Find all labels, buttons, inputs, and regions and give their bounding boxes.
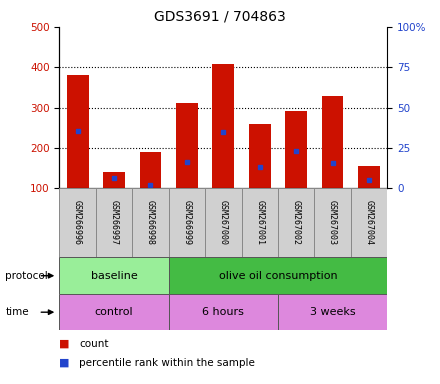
Text: GSM266998: GSM266998 — [146, 200, 155, 245]
Text: 6 hours: 6 hours — [202, 307, 244, 317]
Bar — [103, 172, 125, 188]
Text: GSM266997: GSM266997 — [110, 200, 118, 245]
Text: GDS3691 / 704863: GDS3691 / 704863 — [154, 10, 286, 23]
Bar — [242, 188, 278, 257]
Text: ■: ■ — [59, 339, 70, 349]
Bar — [132, 188, 169, 257]
Text: percentile rank within the sample: percentile rank within the sample — [79, 358, 255, 368]
Bar — [278, 188, 314, 257]
Bar — [59, 257, 169, 294]
Text: count: count — [79, 339, 109, 349]
Bar — [139, 152, 161, 188]
Bar — [59, 294, 169, 330]
Text: olive oil consumption: olive oil consumption — [219, 270, 337, 281]
Text: GSM266996: GSM266996 — [73, 200, 82, 245]
Bar — [213, 65, 234, 188]
Bar — [322, 96, 344, 188]
Bar — [278, 294, 387, 330]
Text: GSM267003: GSM267003 — [328, 200, 337, 245]
Bar — [169, 294, 278, 330]
Text: GSM267001: GSM267001 — [255, 200, 264, 245]
Bar — [351, 188, 387, 257]
Bar — [96, 188, 132, 257]
Bar — [169, 257, 387, 294]
Bar — [314, 188, 351, 257]
Bar — [358, 166, 380, 188]
Bar — [169, 188, 205, 257]
Bar — [176, 103, 198, 188]
Text: GSM267000: GSM267000 — [219, 200, 228, 245]
Bar — [59, 188, 96, 257]
Text: baseline: baseline — [91, 270, 137, 281]
Text: GSM266999: GSM266999 — [182, 200, 191, 245]
Text: control: control — [95, 307, 133, 317]
Bar — [67, 75, 88, 188]
Bar — [249, 124, 271, 188]
Text: time: time — [5, 307, 29, 317]
Text: protocol: protocol — [5, 271, 48, 281]
Text: GSM267004: GSM267004 — [364, 200, 374, 245]
Bar — [285, 111, 307, 188]
Bar — [205, 188, 242, 257]
Text: GSM267002: GSM267002 — [292, 200, 301, 245]
Text: ■: ■ — [59, 358, 70, 368]
Text: 3 weeks: 3 weeks — [310, 307, 356, 317]
